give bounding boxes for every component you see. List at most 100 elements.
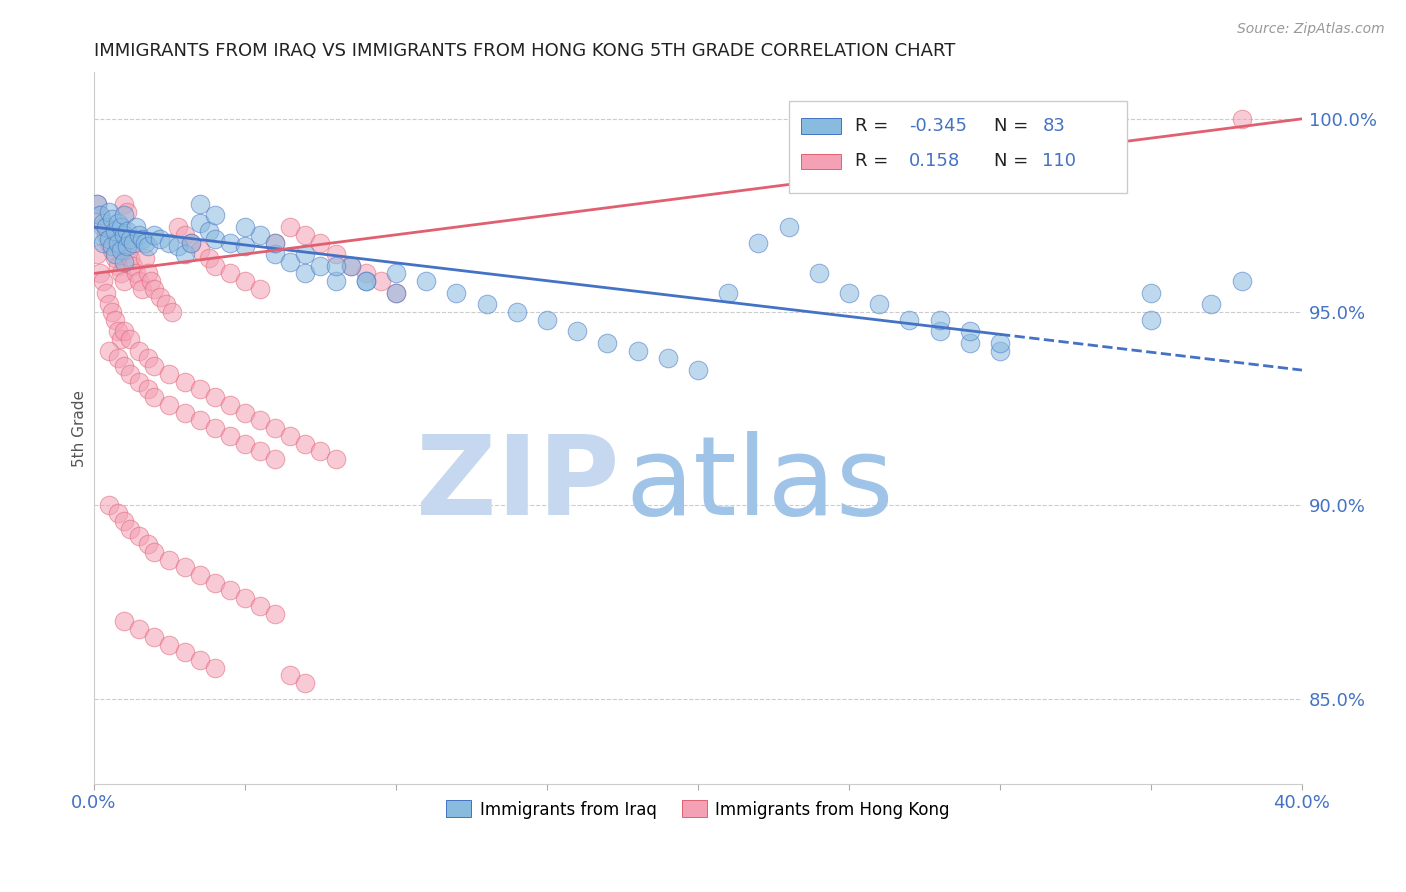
- FancyBboxPatch shape: [789, 101, 1126, 194]
- Point: [112, 255, 135, 269]
- Point: [188, 568, 211, 582]
- Point: [180, 235, 202, 250]
- Text: ZIP: ZIP: [416, 432, 620, 539]
- Point: [101, 212, 124, 227]
- Point: [120, 367, 142, 381]
- Point: [112, 227, 135, 242]
- Point: [415, 274, 437, 288]
- Point: [188, 197, 211, 211]
- Point: [325, 274, 347, 288]
- Point: [188, 383, 211, 397]
- Point: [128, 274, 150, 288]
- Point: [657, 351, 679, 366]
- Point: [86, 247, 108, 261]
- Point: [928, 325, 950, 339]
- Text: N =: N =: [994, 153, 1033, 170]
- Point: [264, 452, 287, 467]
- Point: [107, 325, 129, 339]
- Point: [385, 285, 408, 300]
- Point: [309, 235, 332, 250]
- Point: [188, 653, 211, 667]
- Point: [159, 398, 181, 412]
- Point: [136, 239, 159, 253]
- Point: [1230, 274, 1253, 288]
- Point: [136, 383, 159, 397]
- Point: [204, 575, 226, 590]
- Point: [309, 259, 332, 273]
- Text: N =: N =: [994, 117, 1033, 135]
- Point: [778, 220, 800, 235]
- Point: [143, 630, 166, 644]
- Point: [98, 499, 121, 513]
- Point: [162, 305, 184, 319]
- Point: [218, 583, 240, 598]
- Point: [1140, 285, 1163, 300]
- Point: [249, 444, 271, 458]
- Point: [370, 274, 392, 288]
- Point: [112, 325, 135, 339]
- FancyBboxPatch shape: [800, 153, 841, 169]
- Point: [120, 522, 142, 536]
- Point: [122, 235, 145, 250]
- Point: [339, 259, 361, 273]
- Point: [120, 251, 142, 265]
- Point: [218, 267, 240, 281]
- Point: [325, 452, 347, 467]
- Point: [112, 235, 135, 250]
- Point: [294, 247, 316, 261]
- Point: [101, 239, 124, 253]
- Point: [249, 227, 271, 242]
- Point: [136, 267, 159, 281]
- Point: [1201, 297, 1223, 311]
- Point: [249, 599, 271, 613]
- Point: [354, 274, 377, 288]
- Point: [188, 413, 211, 427]
- Text: atlas: atlas: [626, 432, 894, 539]
- Point: [354, 267, 377, 281]
- Point: [128, 375, 150, 389]
- Point: [98, 343, 121, 358]
- Point: [294, 436, 316, 450]
- Point: [536, 313, 558, 327]
- Point: [89, 209, 111, 223]
- Point: [86, 197, 108, 211]
- Point: [112, 514, 135, 528]
- Point: [928, 313, 950, 327]
- Point: [218, 398, 240, 412]
- Point: [173, 406, 195, 420]
- Point: [110, 220, 132, 235]
- Point: [204, 390, 226, 404]
- Point: [173, 227, 195, 242]
- Point: [143, 282, 166, 296]
- Point: [143, 545, 166, 559]
- Point: [107, 506, 129, 520]
- Text: -0.345: -0.345: [910, 117, 967, 135]
- Point: [385, 285, 408, 300]
- Point: [959, 325, 981, 339]
- Point: [264, 421, 287, 435]
- Point: [112, 359, 135, 374]
- Point: [141, 274, 163, 288]
- Point: [125, 220, 148, 235]
- Point: [173, 247, 195, 261]
- Point: [98, 204, 121, 219]
- Point: [1140, 313, 1163, 327]
- Point: [278, 668, 301, 682]
- Point: [807, 267, 830, 281]
- Point: [122, 259, 145, 273]
- Point: [325, 259, 347, 273]
- Point: [868, 297, 890, 311]
- Point: [107, 259, 129, 273]
- Point: [101, 244, 124, 258]
- Point: [278, 220, 301, 235]
- Point: [149, 290, 172, 304]
- Point: [233, 274, 256, 288]
- Point: [110, 332, 132, 346]
- Point: [115, 204, 138, 219]
- Point: [309, 444, 332, 458]
- Point: [204, 421, 226, 435]
- Point: [264, 235, 287, 250]
- Point: [475, 297, 498, 311]
- Point: [249, 413, 271, 427]
- Point: [294, 676, 316, 690]
